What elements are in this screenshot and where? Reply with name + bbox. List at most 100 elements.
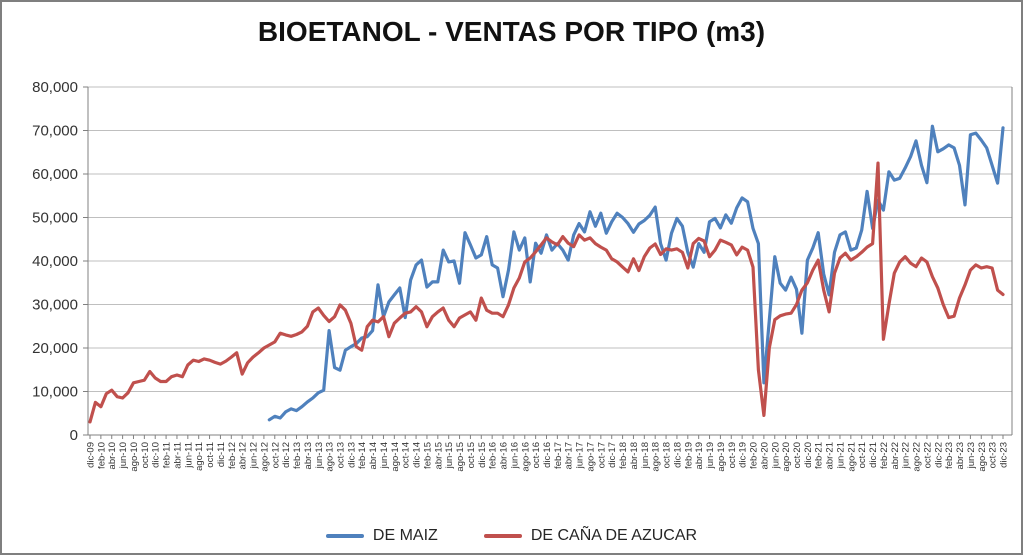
svg-text:oct-20: oct-20 bbox=[792, 442, 803, 468]
svg-text:dic-17: dic-17 bbox=[607, 442, 618, 468]
legend-line-red bbox=[483, 534, 522, 538]
svg-text:abr-12: abr-12 bbox=[238, 442, 249, 469]
svg-text:abr-20: abr-20 bbox=[759, 442, 770, 469]
svg-text:oct-16: oct-16 bbox=[531, 442, 542, 468]
svg-text:50,000: 50,000 bbox=[32, 210, 78, 227]
svg-text:ago-20: ago-20 bbox=[781, 442, 792, 472]
svg-text:jun-10: jun-10 bbox=[118, 442, 129, 469]
svg-text:40,000: 40,000 bbox=[32, 253, 78, 270]
svg-text:ago-14: ago-14 bbox=[390, 442, 401, 472]
svg-text:abr-23: abr-23 bbox=[955, 442, 966, 469]
svg-text:dic-22: dic-22 bbox=[933, 442, 944, 468]
svg-text:feb-15: feb-15 bbox=[422, 442, 433, 469]
svg-text:dic-21: dic-21 bbox=[868, 442, 879, 468]
svg-text:abr-21: abr-21 bbox=[825, 442, 836, 469]
svg-text:oct-23: oct-23 bbox=[988, 442, 999, 468]
legend-line-blue bbox=[325, 534, 364, 538]
svg-text:jun-14: jun-14 bbox=[379, 442, 390, 469]
svg-text:abr-17: abr-17 bbox=[564, 442, 575, 469]
svg-text:abr-10: abr-10 bbox=[107, 442, 118, 469]
svg-text:feb-12: feb-12 bbox=[227, 442, 238, 469]
svg-text:10,000: 10,000 bbox=[32, 384, 78, 401]
svg-text:ago-16: ago-16 bbox=[520, 442, 531, 472]
svg-text:jun-16: jun-16 bbox=[509, 442, 520, 469]
svg-text:dic-11: dic-11 bbox=[216, 442, 227, 467]
svg-text:dic-10: dic-10 bbox=[151, 442, 162, 468]
svg-text:jun-15: jun-15 bbox=[444, 442, 455, 469]
svg-text:jun-13: jun-13 bbox=[314, 442, 325, 469]
svg-text:abr-13: abr-13 bbox=[303, 442, 314, 469]
svg-text:feb-18: feb-18 bbox=[618, 442, 629, 469]
svg-text:70,000: 70,000 bbox=[32, 123, 78, 140]
svg-text:dic-13: dic-13 bbox=[346, 442, 357, 468]
svg-text:dic-20: dic-20 bbox=[803, 442, 814, 468]
svg-text:oct-10: oct-10 bbox=[140, 442, 151, 468]
svg-text:feb-19: feb-19 bbox=[683, 442, 694, 469]
svg-text:ago-19: ago-19 bbox=[716, 442, 727, 472]
svg-text:jun-22: jun-22 bbox=[901, 442, 912, 469]
svg-text:dic-14: dic-14 bbox=[412, 442, 423, 468]
chart-legend: DE MAIZ DE CAÑA DE AZUCAR bbox=[2, 527, 1021, 545]
svg-text:jun-19: jun-19 bbox=[705, 442, 716, 469]
svg-text:30,000: 30,000 bbox=[32, 297, 78, 314]
legend-item-de-maiz: DE MAIZ bbox=[325, 527, 438, 545]
svg-text:dic-16: dic-16 bbox=[542, 442, 553, 468]
svg-text:jun-20: jun-20 bbox=[770, 442, 781, 469]
svg-text:ago-22: ago-22 bbox=[912, 442, 923, 472]
svg-text:ago-12: ago-12 bbox=[259, 442, 270, 472]
svg-text:feb-22: feb-22 bbox=[879, 442, 890, 469]
svg-text:abr-16: abr-16 bbox=[499, 442, 510, 469]
svg-text:jun-21: jun-21 bbox=[835, 442, 846, 469]
svg-text:dic-09: dic-09 bbox=[86, 442, 97, 468]
svg-text:dic-15: dic-15 bbox=[477, 442, 488, 468]
svg-text:ago-11: ago-11 bbox=[194, 442, 205, 471]
svg-text:oct-22: oct-22 bbox=[922, 442, 933, 468]
svg-text:jun-23: jun-23 bbox=[966, 442, 977, 469]
svg-text:ago-21: ago-21 bbox=[846, 442, 857, 472]
svg-text:feb-17: feb-17 bbox=[553, 442, 564, 469]
svg-text:oct-18: oct-18 bbox=[662, 442, 673, 468]
svg-text:oct-11: oct-11 bbox=[205, 442, 216, 468]
svg-text:abr-14: abr-14 bbox=[368, 442, 379, 469]
svg-text:dic-12: dic-12 bbox=[281, 442, 292, 468]
svg-text:feb-23: feb-23 bbox=[944, 442, 955, 469]
svg-text:oct-17: oct-17 bbox=[596, 442, 607, 468]
svg-text:oct-13: oct-13 bbox=[335, 442, 346, 468]
svg-text:dic-19: dic-19 bbox=[738, 442, 749, 468]
svg-text:20,000: 20,000 bbox=[32, 340, 78, 357]
svg-text:ago-23: ago-23 bbox=[977, 442, 988, 472]
svg-text:feb-16: feb-16 bbox=[488, 442, 499, 469]
svg-text:oct-15: oct-15 bbox=[466, 442, 477, 468]
svg-text:oct-19: oct-19 bbox=[727, 442, 738, 468]
svg-text:dic-18: dic-18 bbox=[672, 442, 683, 468]
svg-text:dic-23: dic-23 bbox=[999, 442, 1010, 468]
svg-text:abr-19: abr-19 bbox=[694, 442, 705, 469]
svg-text:feb-14: feb-14 bbox=[357, 442, 368, 469]
chart-title: BIOETANOL - VENTAS POR TIPO (m3) bbox=[257, 16, 766, 47]
svg-text:feb-20: feb-20 bbox=[749, 442, 760, 469]
svg-text:abr-22: abr-22 bbox=[890, 442, 901, 469]
svg-text:ago-18: ago-18 bbox=[651, 442, 662, 472]
svg-text:jun-17: jun-17 bbox=[575, 442, 586, 469]
svg-text:jun-11: jun-11 bbox=[183, 442, 194, 469]
svg-text:80,000: 80,000 bbox=[32, 79, 78, 96]
svg-text:feb-21: feb-21 bbox=[814, 442, 825, 469]
svg-text:ago-10: ago-10 bbox=[129, 442, 140, 472]
svg-text:abr-11: abr-11 bbox=[172, 442, 183, 469]
svg-text:abr-15: abr-15 bbox=[433, 442, 444, 469]
svg-text:ago-17: ago-17 bbox=[585, 442, 596, 472]
svg-text:abr-18: abr-18 bbox=[629, 442, 640, 469]
svg-text:0: 0 bbox=[70, 427, 78, 444]
svg-text:oct-12: oct-12 bbox=[270, 442, 281, 468]
legend-label-de-cana: DE CAÑA DE AZUCAR bbox=[530, 527, 698, 544]
legend-label-de-maiz: DE MAIZ bbox=[372, 527, 438, 544]
svg-text:feb-10: feb-10 bbox=[96, 442, 107, 469]
svg-text:oct-21: oct-21 bbox=[857, 442, 868, 468]
svg-text:jun-12: jun-12 bbox=[249, 442, 260, 469]
svg-text:feb-13: feb-13 bbox=[292, 442, 303, 469]
svg-text:oct-14: oct-14 bbox=[401, 442, 412, 468]
svg-text:feb-11: feb-11 bbox=[162, 442, 173, 468]
svg-text:ago-15: ago-15 bbox=[455, 442, 466, 472]
